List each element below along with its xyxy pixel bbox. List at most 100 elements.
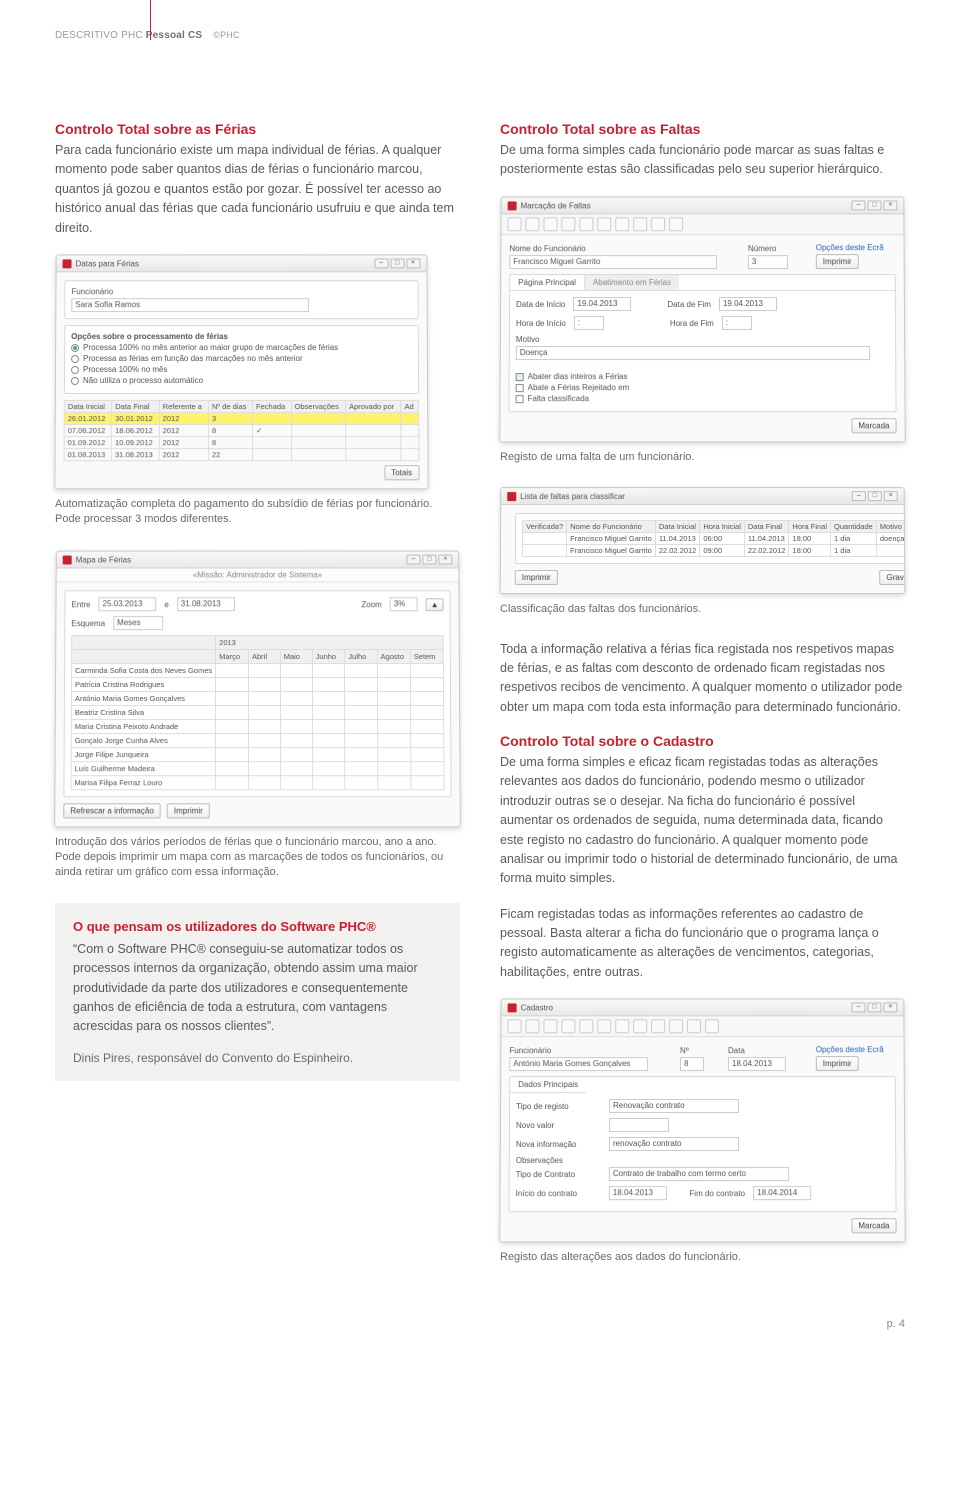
- opt2-radio[interactable]: Processa as férias em função das marcaçõ…: [71, 354, 412, 363]
- opt3-radio[interactable]: Processa 100% no mês: [71, 365, 412, 374]
- toolbar-button[interactable]: [507, 217, 521, 231]
- toolbar-button[interactable]: [615, 217, 629, 231]
- funcionario-input[interactable]: Sara Sofia Ramos: [71, 298, 309, 312]
- toolbar-button[interactable]: [525, 1019, 539, 1033]
- toolbar-button[interactable]: [597, 1019, 611, 1033]
- totais-button[interactable]: Totais: [384, 465, 419, 480]
- maximize-icon[interactable]: □: [390, 258, 404, 268]
- toolbar-button[interactable]: [651, 1019, 665, 1033]
- maximize-icon[interactable]: □: [867, 200, 881, 210]
- novo-input[interactable]: [609, 1118, 669, 1132]
- marcada-button[interactable]: Marcada: [851, 1218, 896, 1233]
- toolbar-button[interactable]: [507, 1019, 521, 1033]
- date-from-input[interactable]: 25.03.2013: [98, 597, 156, 611]
- table-row[interactable]: Francisco Miguel Garrito22.02.201209:002…: [522, 545, 905, 557]
- zoom-up-button[interactable]: ▲: [426, 597, 444, 610]
- toolbar-button[interactable]: [669, 1019, 683, 1033]
- gantt-row[interactable]: Carminda Sofia Costa dos Neves Gomes: [72, 663, 444, 677]
- numero-input[interactable]: 3: [748, 254, 788, 268]
- table-row[interactable]: 26.01.201230.01.201220123: [64, 412, 418, 424]
- hfim-input[interactable]: :: [722, 316, 752, 330]
- toolbar-button[interactable]: [633, 1019, 647, 1033]
- tab-abatimento[interactable]: Abatimento em Férias: [585, 275, 679, 290]
- fimcontrato-input[interactable]: 18.04.2014: [753, 1186, 811, 1200]
- toolbar-button[interactable]: [525, 217, 539, 231]
- toolbar-button[interactable]: [543, 1019, 557, 1033]
- gantt-row[interactable]: Jorge Filipe Junqueira: [71, 747, 444, 761]
- tab-principal[interactable]: Página Principal: [510, 275, 585, 290]
- close-icon[interactable]: ×: [406, 258, 420, 268]
- toolbar-button[interactable]: [669, 217, 683, 231]
- gantt-row[interactable]: Beatriz Cristina Silva: [71, 705, 443, 719]
- minimize-icon[interactable]: –: [851, 1003, 865, 1013]
- date-to-input[interactable]: 31.08.2013: [177, 597, 235, 611]
- nova-input[interactable]: renovação contrato: [609, 1137, 739, 1151]
- gantt-row[interactable]: António Maria Gomes Gonçalves: [71, 691, 443, 705]
- chk-classificada[interactable]: Falta classificada: [516, 394, 890, 403]
- gantt-row[interactable]: Gonçalo Jorge Cunha Alves: [71, 733, 444, 747]
- para-2: Ficam registadas todas as informações re…: [500, 905, 905, 983]
- tipocontrato-input[interactable]: Contrato de trabalho com termo certo: [609, 1167, 789, 1181]
- table-row[interactable]: 01.09.201210.09.201220128: [64, 436, 418, 448]
- tab-dados[interactable]: Dados Principais: [510, 1077, 586, 1093]
- minimize-icon[interactable]: –: [852, 491, 866, 501]
- toolbar-button[interactable]: [561, 1019, 575, 1033]
- gravar-button[interactable]: Gravar: [879, 570, 905, 585]
- table-row[interactable]: Francisco Miguel Garrito11.04.201306:001…: [522, 533, 905, 545]
- toolbar-button[interactable]: [597, 217, 611, 231]
- toolbar-button[interactable]: [615, 1019, 629, 1033]
- marcada-button[interactable]: Marcada: [851, 418, 896, 433]
- gantt-cell: [216, 705, 249, 719]
- minimize-icon[interactable]: –: [851, 200, 865, 210]
- zoom-input[interactable]: 3%: [390, 597, 418, 611]
- maximize-icon[interactable]: □: [422, 554, 436, 564]
- chk-rejeitado[interactable]: Abate a Férias Rejeitado em: [516, 383, 890, 392]
- gantt-row[interactable]: Maria Cristina Peixoto Andrade: [71, 719, 443, 733]
- table-row[interactable]: 07.06.201218.06.201220128✓: [64, 424, 418, 436]
- opcoes-link[interactable]: Opções deste Ecrã: [816, 243, 884, 252]
- tipo-input[interactable]: Renovação contrato: [609, 1099, 739, 1113]
- maximize-icon[interactable]: □: [868, 491, 882, 501]
- maximize-icon[interactable]: □: [867, 1003, 881, 1013]
- toolbar-button[interactable]: [579, 217, 593, 231]
- toolbar-button[interactable]: [561, 217, 575, 231]
- toolbar-button[interactable]: [543, 217, 557, 231]
- close-icon[interactable]: ×: [884, 491, 898, 501]
- chk-abater[interactable]: Abater dias inteiros a Férias: [516, 372, 890, 381]
- close-icon[interactable]: ×: [883, 200, 897, 210]
- toolbar-button[interactable]: [651, 217, 665, 231]
- toolbar-button[interactable]: [687, 1019, 701, 1033]
- opt1-radio[interactable]: Processa 100% no mês anterior ao maior g…: [71, 343, 411, 352]
- close-icon[interactable]: ×: [883, 1003, 897, 1013]
- gantt-row[interactable]: Luís Guilherme Madeira: [71, 761, 444, 775]
- hinicio-input[interactable]: :: [574, 316, 604, 330]
- gantt-row[interactable]: Patrícia Cristina Rodrigues: [71, 677, 443, 691]
- print-button[interactable]: Imprimir: [167, 803, 210, 818]
- gantt-cell: [377, 747, 410, 761]
- inicio-input[interactable]: 19.04.2013: [573, 297, 631, 311]
- print-button[interactable]: Imprimir: [515, 570, 558, 585]
- gantt-row[interactable]: Marisa Filipa Ferraz Louro: [71, 775, 444, 789]
- print-button[interactable]: Imprimir: [816, 1056, 859, 1071]
- toolbar-button[interactable]: [633, 217, 647, 231]
- fim-input[interactable]: 19.04.2013: [719, 297, 777, 311]
- toolbar-button[interactable]: [579, 1019, 593, 1033]
- motivo-input[interactable]: Doença: [516, 346, 871, 360]
- table-row[interactable]: 01.08.201331.08.2013201222: [64, 449, 419, 461]
- esquema-input[interactable]: Meses: [113, 616, 163, 630]
- toolbar-button[interactable]: [705, 1019, 719, 1033]
- minimize-icon[interactable]: –: [374, 258, 388, 268]
- minimize-icon[interactable]: –: [406, 554, 420, 564]
- data-input[interactable]: 18.04.2013: [728, 1057, 786, 1071]
- print-label: Imprimir: [823, 257, 852, 266]
- nome-input[interactable]: Francisco Miguel Garrito: [509, 254, 717, 268]
- iniciocontrato-input[interactable]: 18.04.2013: [609, 1186, 667, 1200]
- page-header: DESCRITIVO PHC Pessoal CS ©PHC: [55, 30, 905, 41]
- num-input[interactable]: 8: [680, 1057, 704, 1071]
- opt4-radio[interactable]: Não utiliza o processo automático: [71, 376, 412, 385]
- print-button[interactable]: Imprimir: [816, 254, 859, 269]
- func-input[interactable]: António Maria Gomes Gonçalves: [509, 1057, 647, 1071]
- refresh-button[interactable]: Refrescar a informação: [63, 803, 161, 818]
- opcoes-link[interactable]: Opções deste Ecrã: [816, 1045, 884, 1054]
- close-icon[interactable]: ×: [438, 554, 452, 564]
